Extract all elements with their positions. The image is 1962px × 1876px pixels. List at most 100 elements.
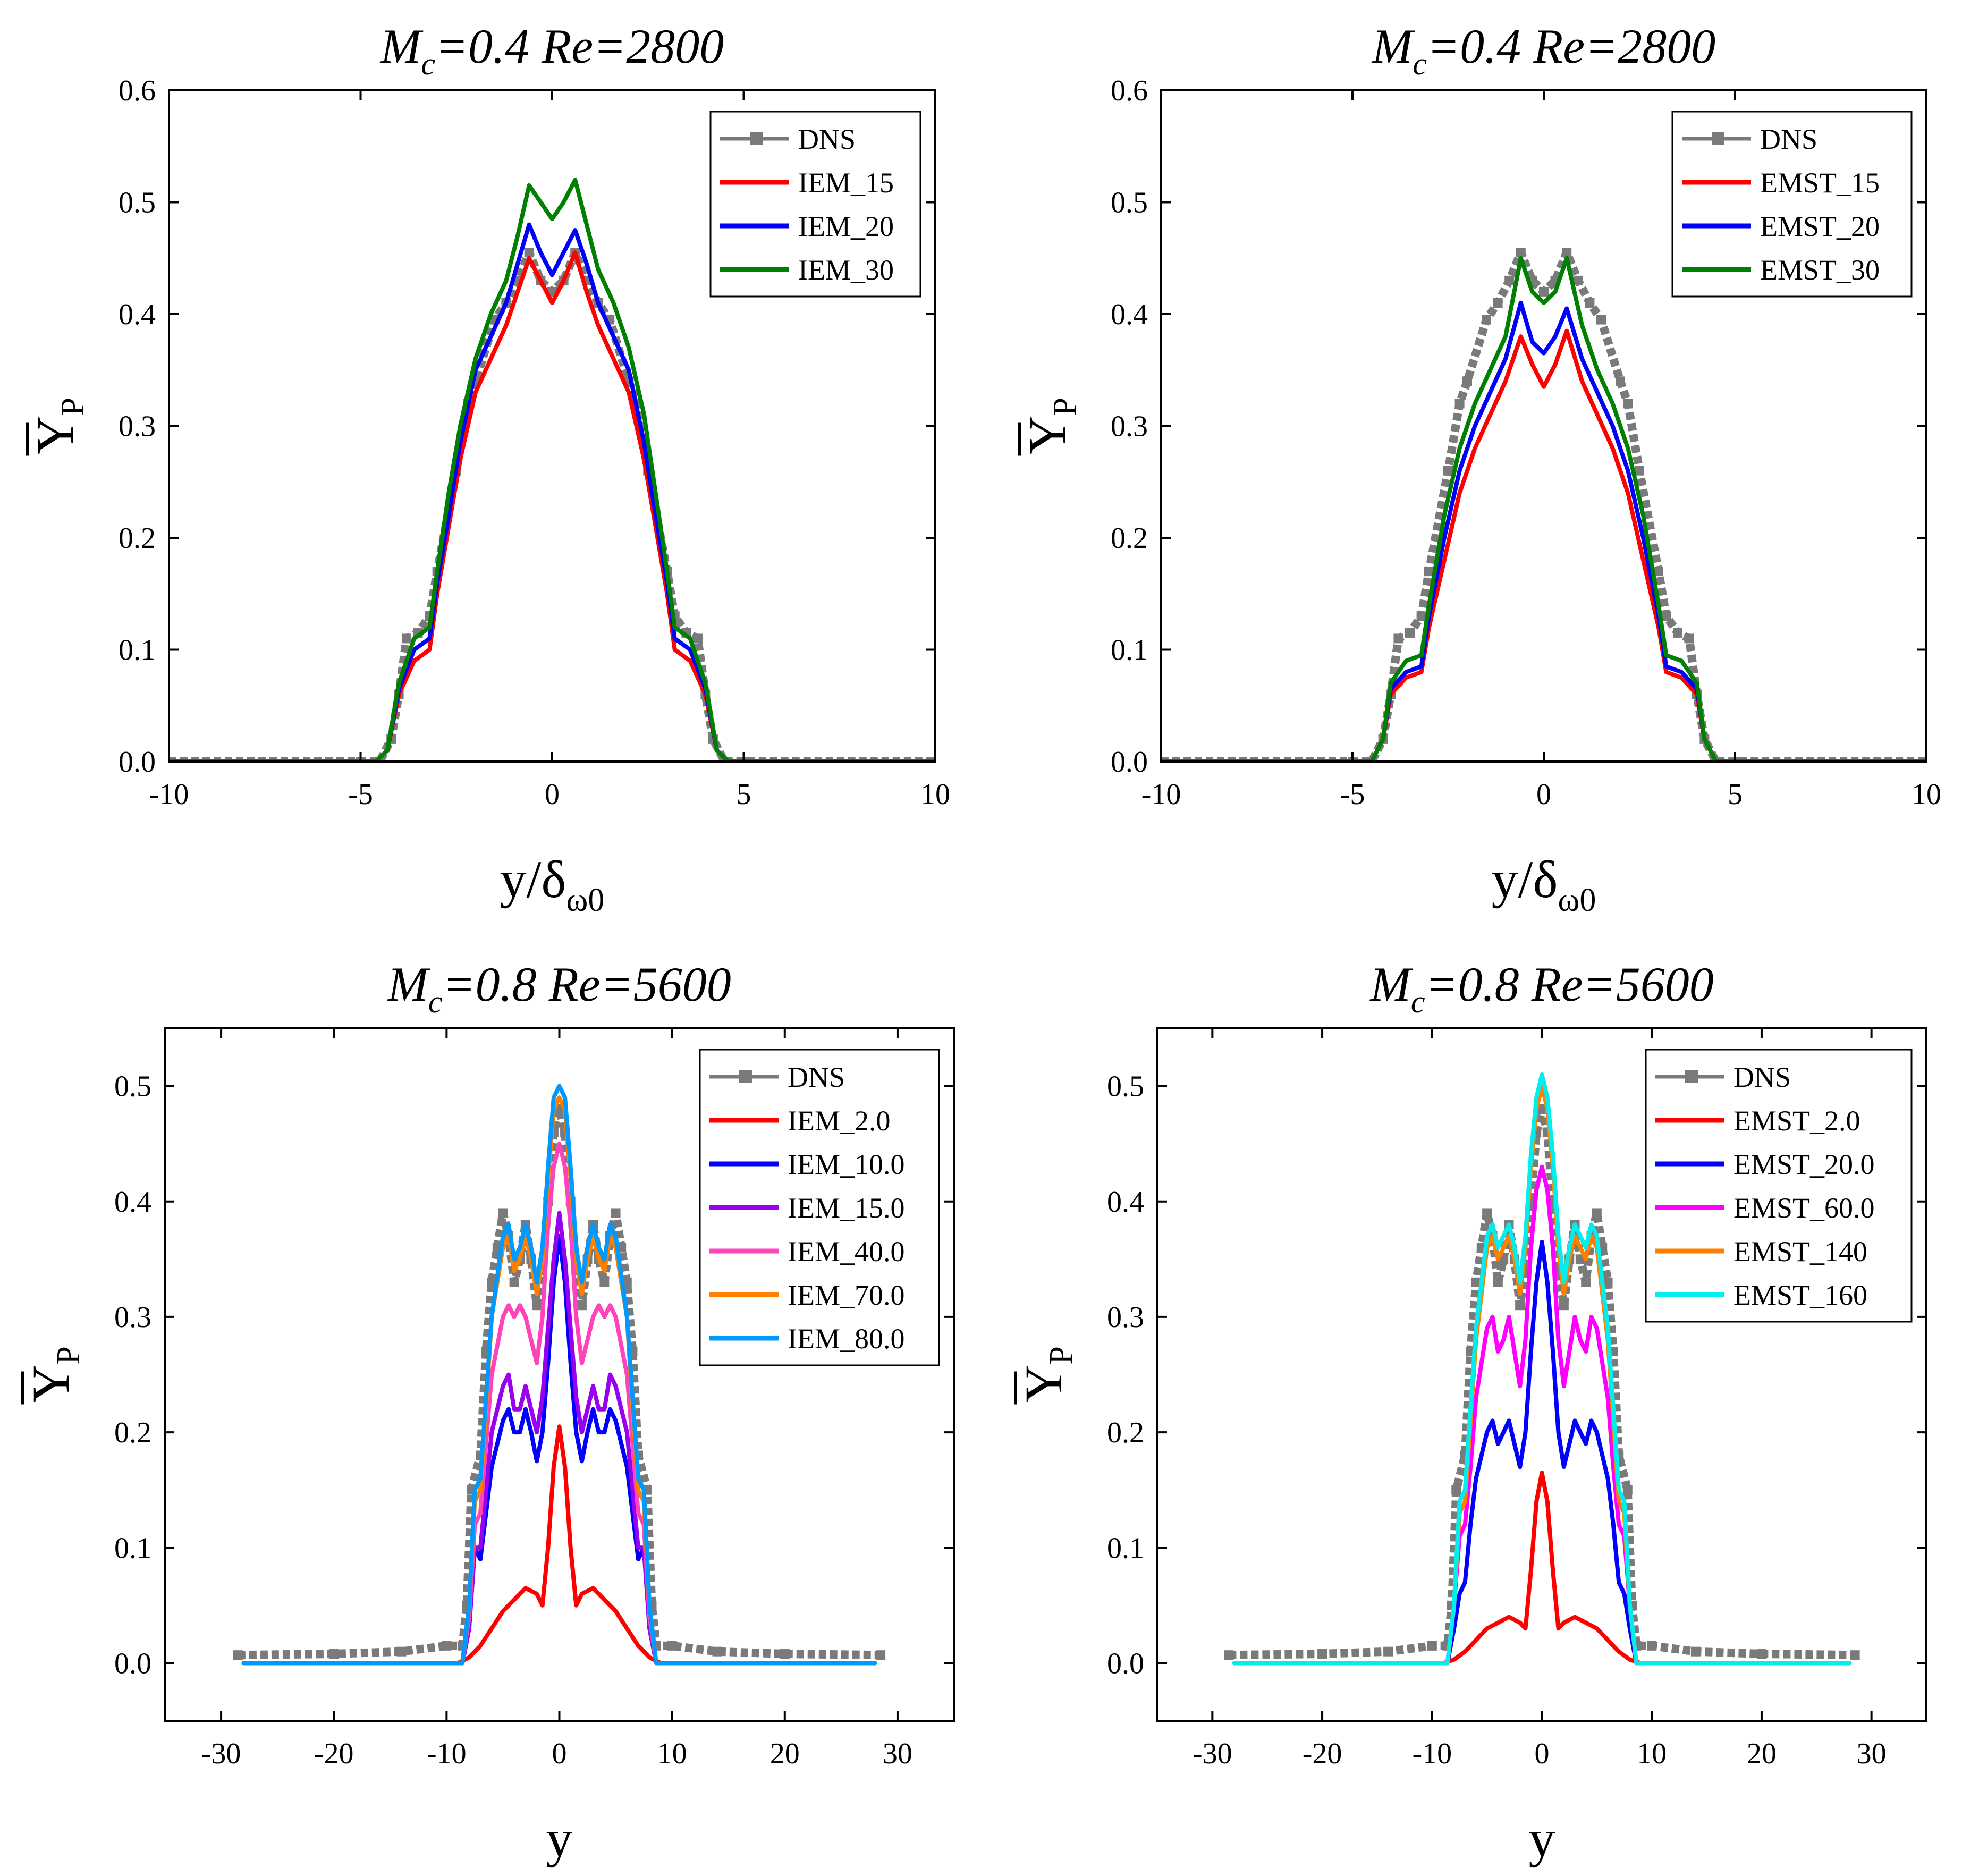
data-point-dns bbox=[1424, 567, 1434, 577]
plot-area bbox=[233, 1084, 886, 1666]
y-tick-label: 0.3 bbox=[114, 1301, 151, 1334]
legend-label: DNS bbox=[788, 1061, 845, 1093]
y-tick-label: 0.4 bbox=[114, 1186, 151, 1219]
y-tick-label: 0.2 bbox=[1107, 1416, 1144, 1449]
x-tick-label: -30 bbox=[201, 1737, 241, 1770]
data-point-dns bbox=[1596, 315, 1606, 325]
y-tick-label: 0.4 bbox=[1107, 1186, 1144, 1219]
legend-marker-dns bbox=[1712, 132, 1724, 145]
y-label-main: Y bbox=[26, 416, 84, 454]
legend-label: IEM_30 bbox=[798, 254, 894, 286]
legend-label: EMST_30 bbox=[1760, 254, 1880, 286]
data-point-dns bbox=[1690, 1646, 1701, 1657]
x-tick-label: 0 bbox=[545, 778, 560, 811]
legend-label: IEM_80.0 bbox=[788, 1323, 904, 1355]
data-point-dns bbox=[1622, 1485, 1633, 1495]
series-line-dns bbox=[1161, 248, 1926, 762]
data-point-dns bbox=[1416, 611, 1426, 621]
x-tick-label: 5 bbox=[1728, 778, 1743, 811]
y-label-text: YP bbox=[1014, 1346, 1079, 1403]
legend-marker-dns bbox=[739, 1070, 752, 1083]
y-label-sub: P bbox=[1047, 398, 1083, 416]
x-axis-label: y/δω0 bbox=[1492, 850, 1596, 918]
data-point-dns bbox=[1756, 1649, 1766, 1659]
x-tick-label: -10 bbox=[1412, 1737, 1452, 1770]
data-point-dns bbox=[780, 1649, 790, 1659]
x-label-sub: ω0 bbox=[566, 882, 605, 918]
legend-label: IEM_20 bbox=[798, 210, 894, 242]
y-label-text: YP bbox=[26, 398, 91, 454]
chart-title: Mc=0.8 Re=5600 bbox=[386, 957, 731, 1019]
x-label-sub: ω0 bbox=[1558, 882, 1596, 918]
data-point-dns bbox=[1317, 1649, 1327, 1659]
data-point-dns bbox=[1224, 1650, 1234, 1660]
data-point-dns bbox=[577, 1300, 587, 1311]
legend-box bbox=[1645, 1049, 1913, 1323]
y-label-main: Y bbox=[21, 1365, 80, 1403]
x-tick-label: 30 bbox=[883, 1737, 912, 1770]
y-tick-label: 0.5 bbox=[1107, 1070, 1144, 1103]
x-axis-label: y bbox=[546, 1809, 573, 1868]
y-tick-label: 0.0 bbox=[114, 1647, 151, 1680]
legend-label: DNS bbox=[798, 123, 856, 155]
legend-label: EMST_20.0 bbox=[1733, 1148, 1875, 1180]
x-tick-label: -5 bbox=[1340, 778, 1365, 811]
data-point-dns bbox=[1482, 315, 1491, 325]
x-tick-label: -10 bbox=[149, 778, 189, 811]
legend-label: DNS bbox=[1733, 1061, 1791, 1093]
data-point-dns bbox=[169, 757, 174, 762]
data-point-dns bbox=[402, 633, 412, 644]
title-sub: c bbox=[1413, 46, 1427, 81]
y-tick-label: 0.1 bbox=[1111, 634, 1148, 667]
chart-panel-3: Mc=0.8 Re=5600 -30 -20 -10 0 10 20 30 0.0 0.1 0.2 0… bbox=[21, 957, 955, 1868]
legend: DNS EMST_2.0 EMST_20.0 EMST_60.0 EMST_140 EMS… bbox=[1645, 1049, 1913, 1323]
y-label-main: Y bbox=[1018, 416, 1077, 454]
series-line-iem-40-0 bbox=[241, 1142, 877, 1666]
y-tick-label: 0.2 bbox=[119, 522, 156, 555]
data-point-dns bbox=[1515, 1300, 1525, 1311]
series-line-emst-30 bbox=[1161, 256, 1926, 762]
plot-area bbox=[1224, 1072, 1860, 1666]
x-label-main: y bbox=[546, 1809, 573, 1868]
data-point-dns bbox=[1673, 628, 1682, 638]
x-tick-label: 10 bbox=[1912, 778, 1941, 811]
title-m: M bbox=[386, 957, 430, 1011]
y-tick-label: 0.6 bbox=[1111, 74, 1148, 107]
y-tick-label: 0.5 bbox=[119, 187, 156, 219]
data-point-dns bbox=[233, 1650, 243, 1660]
chart-title: Mc=0.8 Re=5600 bbox=[1369, 957, 1713, 1019]
series-line-emst-60-0 bbox=[1232, 1164, 1852, 1666]
data-point-dns bbox=[1516, 248, 1526, 258]
x-label-main: y/δ bbox=[500, 850, 566, 909]
x-tick-label: 10 bbox=[657, 1737, 687, 1770]
data-point-dns bbox=[1562, 248, 1572, 258]
data-point-dns bbox=[442, 1641, 452, 1651]
data-point-dns bbox=[1647, 1641, 1657, 1651]
series-line-emst-160 bbox=[1232, 1072, 1852, 1666]
x-tick-label: 5 bbox=[737, 778, 751, 811]
y-label-sub: P bbox=[1043, 1346, 1079, 1364]
legend-label: EMST_160 bbox=[1733, 1279, 1867, 1311]
data-point-dns bbox=[1405, 628, 1415, 638]
legend-label: IEM_40.0 bbox=[788, 1236, 904, 1267]
title-rest: =0.8 Re=5600 bbox=[1425, 957, 1714, 1011]
data-point-dns bbox=[1559, 1300, 1569, 1311]
data-point-dns bbox=[1654, 567, 1663, 577]
legend-label: IEM_15 bbox=[798, 167, 894, 199]
legend-label: DNS bbox=[1760, 123, 1817, 155]
legend: DNS IEM_2.0 IEM_10.0 IEM_15.0 IEM_40.0 IEM_70… bbox=[699, 1049, 940, 1366]
data-point-dns bbox=[1539, 286, 1549, 297]
legend-label: IEM_10.0 bbox=[788, 1148, 904, 1180]
y-tick-label: 0.4 bbox=[1111, 298, 1148, 331]
y-tick-label: 0.2 bbox=[114, 1416, 151, 1449]
legend-label: IEM_70.0 bbox=[788, 1279, 904, 1311]
title-rest: =0.4 Re=2800 bbox=[1427, 19, 1715, 73]
title-m: M bbox=[379, 19, 424, 73]
data-point-dns bbox=[667, 1641, 677, 1651]
legend-label: IEM_15.0 bbox=[788, 1192, 904, 1224]
series-line-emst-15 bbox=[1161, 328, 1926, 762]
x-tick-label: -20 bbox=[1303, 1737, 1342, 1770]
data-point-dns bbox=[1573, 275, 1583, 285]
data-point-dns bbox=[712, 1646, 722, 1657]
series-line-emst-20 bbox=[1161, 300, 1926, 762]
